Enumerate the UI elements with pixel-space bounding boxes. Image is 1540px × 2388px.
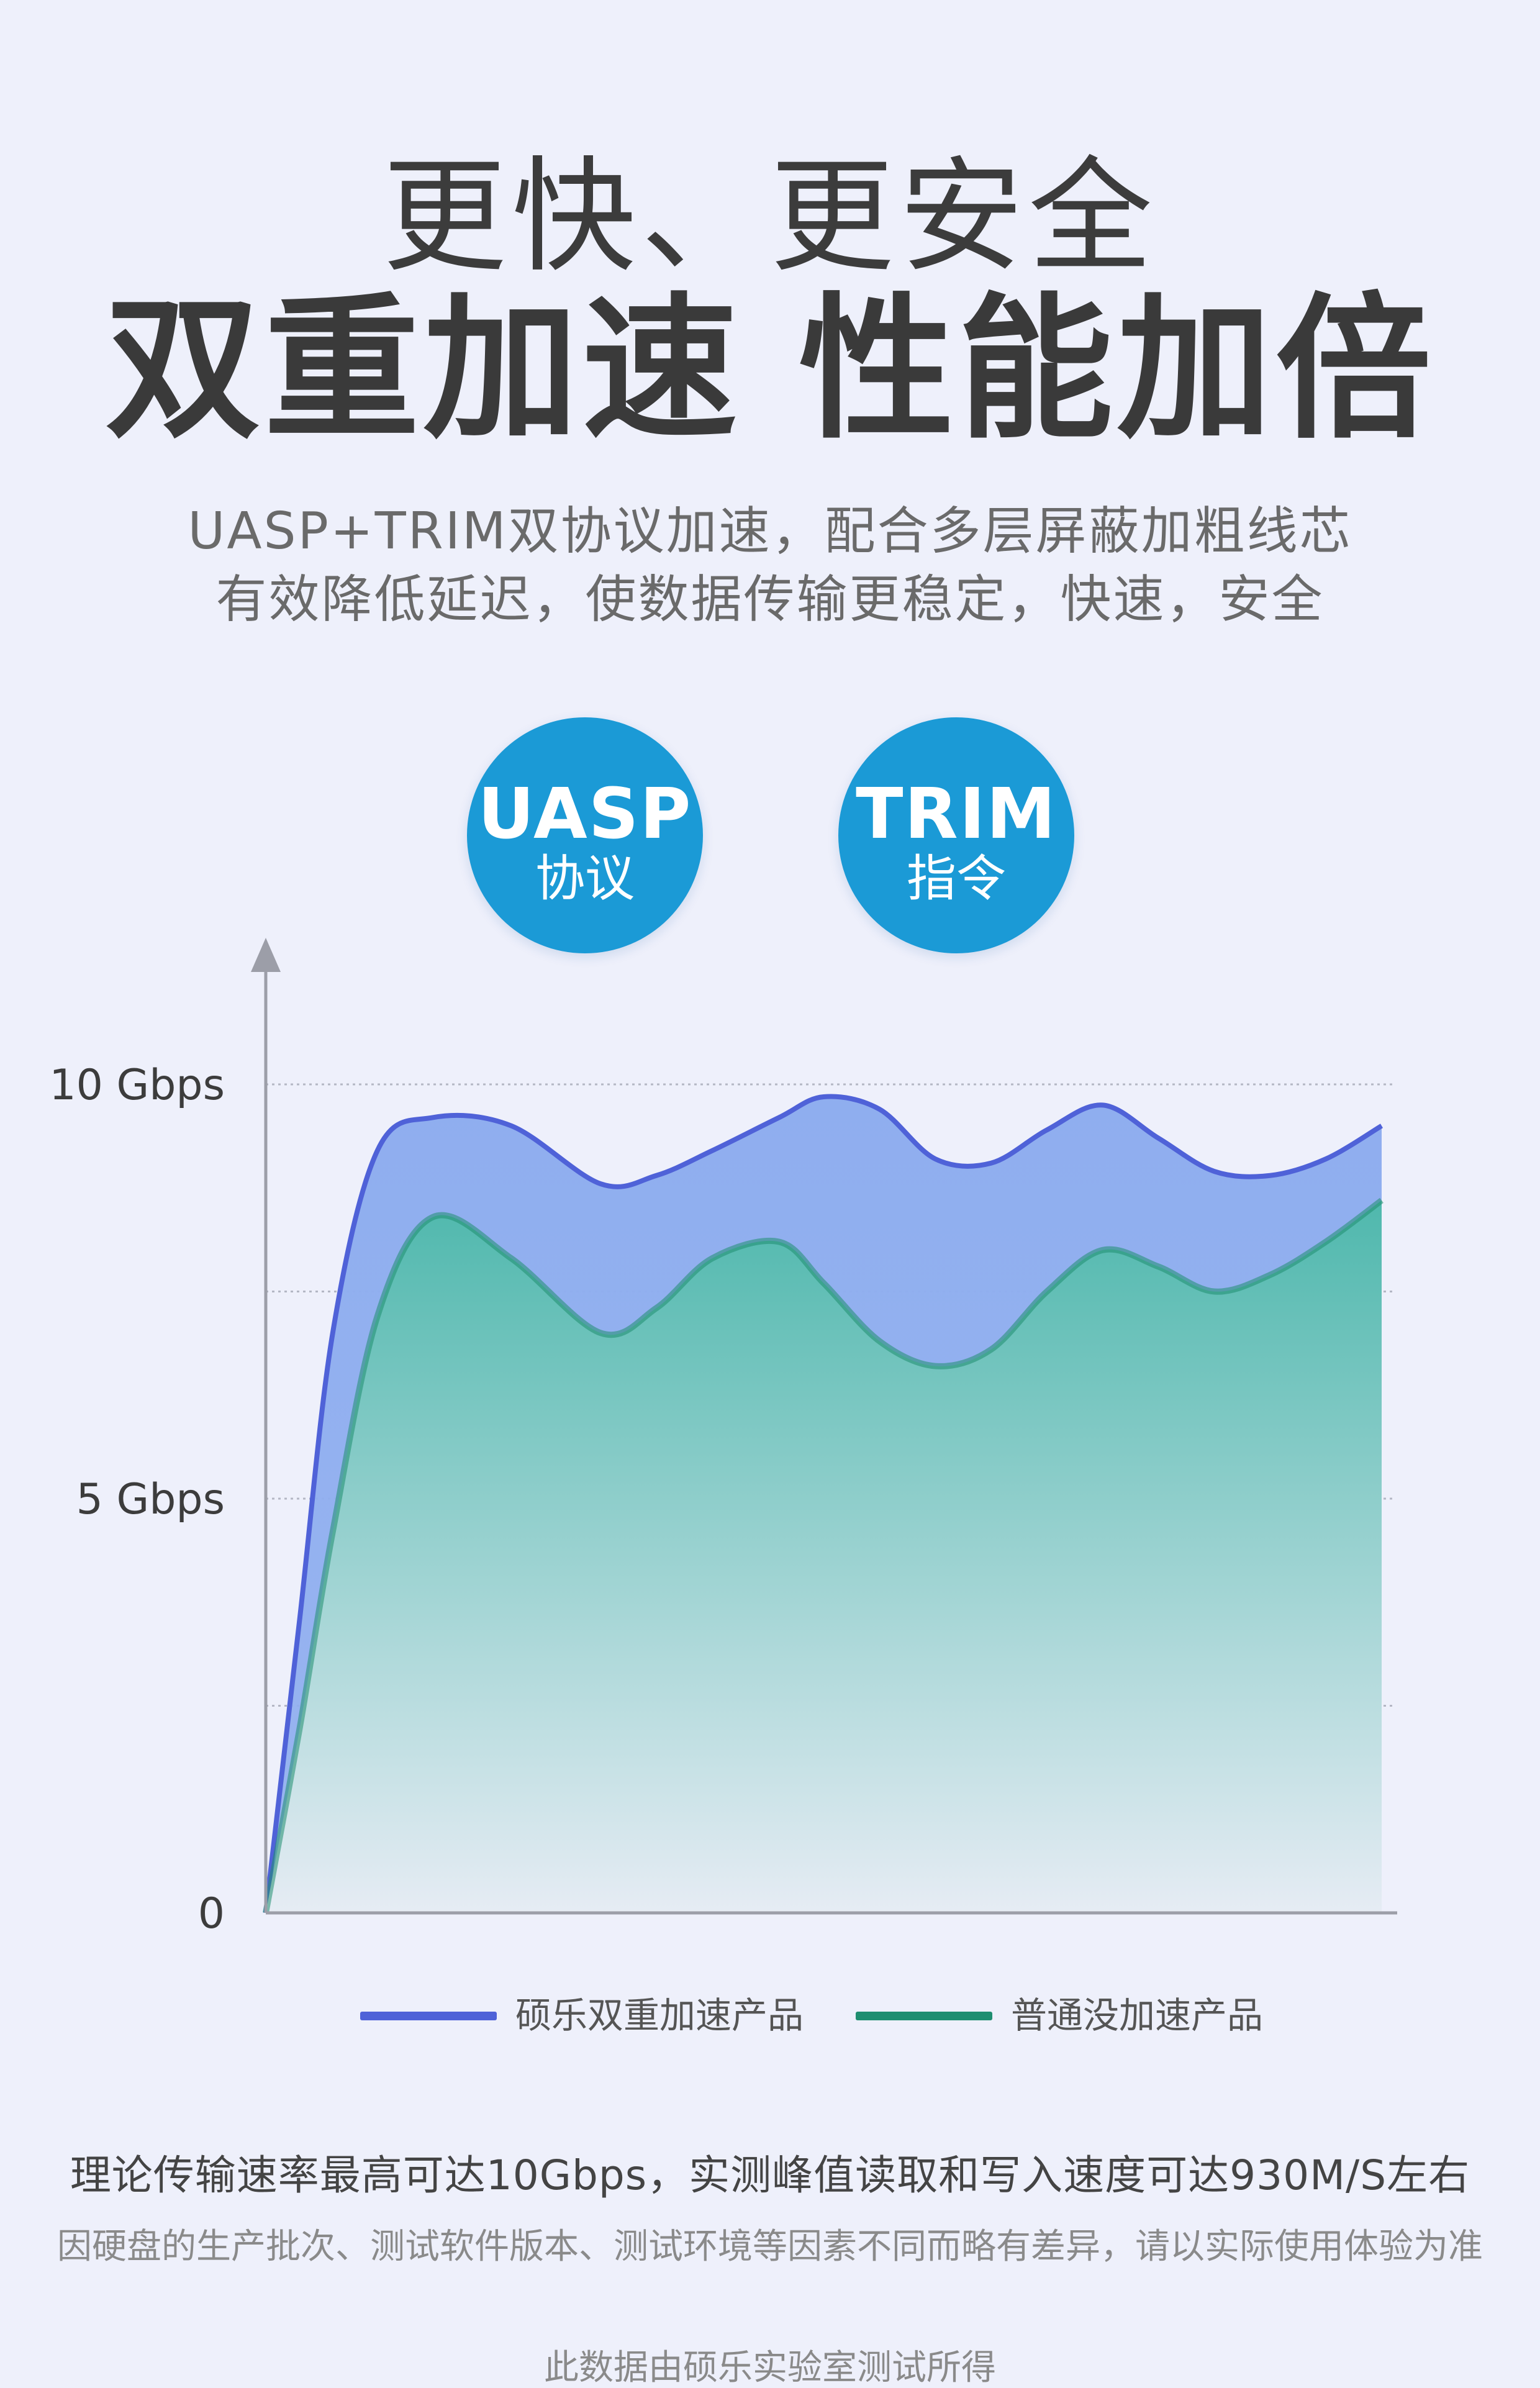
y-tick-label: 5 Gbps bbox=[76, 1475, 225, 1524]
line-series-1 bbox=[263, 1094, 1384, 1914]
y-axis-arrow bbox=[251, 938, 281, 972]
trim-badge: TRIM 指令 bbox=[838, 717, 1074, 953]
legend-item-normal: 普通没加速产品 bbox=[856, 1991, 1328, 2040]
description-line-2: 有效降低延迟，使数据传输更稳定，快速，安全 bbox=[215, 570, 1325, 629]
uasp-badge: UASP 协议 bbox=[467, 717, 703, 953]
area-series-2 bbox=[266, 1200, 1382, 1913]
line-series-2 bbox=[263, 1197, 1384, 1914]
y-tick-label: 10 Gbps bbox=[49, 1061, 225, 1110]
legend-item-accelerated: 硕乐双重加速产品 bbox=[360, 1991, 832, 2040]
badge-trim-title: TRIM bbox=[856, 774, 1057, 855]
page-title: 更快、更安全 bbox=[382, 145, 1157, 289]
speed-note: 理论传输速率最高可达10Gbps，实测峰值读取和写入速度可达930M/S左右 bbox=[70, 2151, 1470, 2199]
legend-swatch-normal bbox=[856, 2012, 992, 2020]
source-note: 此数据由硕乐实验室测试所得 bbox=[544, 2348, 996, 2388]
disclaimer-note: 因硬盘的生产批次、测试软件版本、测试环境等因素不同而略有差异，请以实际使用体验为… bbox=[57, 2227, 1483, 2267]
y-tick-label: 0 bbox=[198, 1889, 225, 1938]
badge-trim-caption: 指令 bbox=[907, 850, 1006, 907]
legend-label-accelerated: 硕乐双重加速产品 bbox=[515, 1994, 804, 2036]
legend-swatch-accelerated bbox=[360, 2012, 497, 2020]
badge-uasp-caption: 协议 bbox=[535, 850, 635, 907]
badge-uasp-title: UASP bbox=[478, 774, 692, 855]
speed-chart: 10 Gbps 5 Gbps 0 bbox=[49, 938, 1397, 1938]
legend-label-normal: 普通没加速产品 bbox=[1011, 1994, 1264, 2036]
page-subtitle: 双重加速 性能加倍 bbox=[105, 279, 1435, 460]
description-line-1: UASP+TRIM双协议加速，配合多层屏蔽加粗线芯 bbox=[188, 502, 1352, 561]
